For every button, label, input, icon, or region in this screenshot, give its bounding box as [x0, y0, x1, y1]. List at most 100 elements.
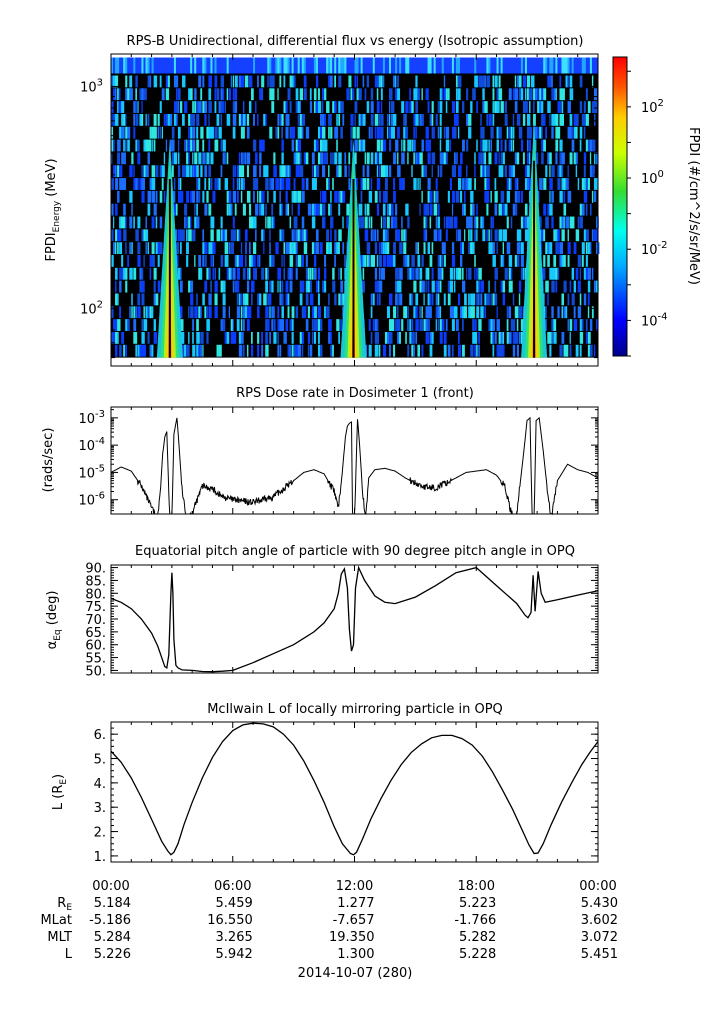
spectrogram-noise-cell — [356, 126, 360, 139]
spectrogram-noise-cell — [492, 242, 495, 255]
spectrogram-top-cell — [395, 57, 398, 74]
spectrogram-noise-cell — [524, 203, 528, 216]
pitch-angle-panel: Equatorial pitch angle of particle with … — [45, 544, 599, 679]
spectrogram-noise-cell — [117, 165, 120, 178]
spectrogram-noise-cell — [129, 165, 133, 178]
spectrogram-noise-cell — [565, 344, 569, 357]
spectrogram-noise-cell — [447, 88, 450, 101]
spectrogram-noise-cell — [111, 306, 114, 319]
spectrogram-noise-cell — [196, 190, 199, 203]
spectrogram-noise-cell — [476, 75, 478, 88]
spectrogram-noise-cell — [492, 88, 495, 101]
spectrogram-noise-cell — [415, 331, 418, 344]
spectrogram-noise-cell — [366, 178, 370, 190]
spectrogram-noise-cell — [419, 152, 423, 165]
spectrogram-noise-cell — [246, 280, 250, 293]
spectrogram-noise-cell — [573, 152, 577, 165]
spectrogram-noise-cell — [516, 344, 519, 357]
spectrogram-noise-cell — [206, 126, 210, 139]
y-tick-label: 102 — [80, 299, 103, 317]
spectrogram-noise-cell — [445, 319, 448, 331]
spectrogram-noise-cell — [490, 126, 494, 139]
spectrogram-noise-cell — [271, 319, 274, 331]
spectrogram-noise-cell — [210, 152, 214, 165]
spectrogram-noise-cell — [313, 319, 317, 331]
dose-rate-y-ticks: 10-610-510-410-3 — [78, 409, 598, 515]
spectrogram-noise-cell — [520, 88, 524, 101]
spectrogram-noise-cell — [196, 139, 199, 152]
spectrogram-noise-cell — [151, 178, 156, 190]
spectrogram-noise-cell — [472, 203, 475, 216]
spectrogram-noise-cell — [269, 293, 272, 306]
spectrogram-noise-cell — [411, 101, 414, 113]
spectrogram-top-cell — [202, 57, 205, 74]
spectrogram-noise-cell — [179, 229, 183, 242]
spectrogram-noise-cell — [567, 126, 571, 139]
spectrogram-noise-cell — [551, 267, 555, 280]
spectrogram-noise-cell — [263, 293, 267, 306]
spectrogram-noise-cell — [419, 203, 421, 216]
spectrogram-noise-cell — [269, 280, 272, 293]
spectrogram-noise-cell — [455, 113, 459, 126]
spectrogram-top-cell — [190, 57, 193, 74]
spectrogram-noise-cell — [577, 255, 582, 267]
spectrogram-top-cell — [305, 57, 309, 74]
spectrogram-noise-cell — [117, 139, 121, 152]
spectrogram-noise-cell — [498, 165, 502, 178]
spectrogram-noise-cell — [190, 229, 192, 242]
spectrogram-noise-cell — [222, 293, 226, 306]
spectrogram-noise-cell — [161, 88, 165, 101]
spectrogram-noise-cell — [583, 113, 588, 126]
spectrogram-noise-cell — [317, 319, 322, 331]
spectrogram-noise-cell — [462, 267, 464, 280]
spectrogram-noise-cell — [354, 101, 358, 113]
spectrogram-noise-cell — [248, 255, 252, 267]
spectrogram-noise-cell — [522, 75, 527, 88]
spectrogram-top-cell — [372, 57, 376, 74]
spectrogram-noise-cell — [388, 101, 391, 113]
spectrogram-noise-cell — [330, 216, 333, 229]
spectrogram-noise-cell — [338, 113, 341, 126]
spectrogram-noise-cell — [529, 101, 531, 113]
spectrogram-noise-cell — [153, 319, 156, 331]
spectrogram-noise-cell — [145, 139, 148, 152]
spectrogram-noise-cell — [492, 216, 495, 229]
spectrogram-noise-cell — [313, 88, 317, 101]
spectrogram-noise-cell — [563, 203, 567, 216]
spectrogram-top-cell — [287, 57, 291, 74]
ephemeris-value: 5.184 — [94, 896, 131, 911]
spectrogram-noise-cell — [462, 139, 465, 152]
spectrogram-noise-cell — [145, 306, 149, 319]
spectrogram-noise-cell — [171, 126, 175, 139]
mcilwain-l-y-ticks: 1.2.3.4.5.6. — [94, 721, 598, 865]
spectrogram-noise-cell — [464, 178, 467, 190]
spectrogram-noise-cell — [561, 178, 564, 190]
spectrogram-noise-cell — [401, 216, 403, 229]
spectrogram-top-cell — [224, 57, 228, 74]
spectrogram-noise-cell — [240, 126, 244, 139]
spectrogram-noise-cell — [228, 267, 231, 280]
spectrogram-noise-cell — [510, 165, 515, 178]
spectrogram-noise-cell — [246, 165, 249, 178]
spectrogram-noise-cell — [455, 101, 459, 113]
spectrogram-noise-cell — [115, 319, 117, 331]
spectrogram-noise-cell — [145, 242, 147, 255]
spectrogram-noise-cell — [238, 178, 241, 190]
spectrogram-noise-cell — [261, 75, 265, 88]
spectrogram-noise-cell — [494, 203, 498, 216]
spectrogram-noise-cell — [559, 75, 562, 88]
spectrogram-top-cell — [206, 57, 209, 74]
spectrogram-noise-cell — [271, 178, 275, 190]
spectrogram-noise-cell — [470, 101, 473, 113]
spectrogram-noise-cell — [147, 113, 150, 126]
spectrogram-noise-cell — [376, 293, 379, 306]
spectrogram-noise-cell — [476, 280, 480, 293]
spectrogram-noise-cell — [301, 229, 305, 242]
spectrogram-noise-cell — [257, 190, 259, 203]
spectrogram-noise-cell — [297, 344, 301, 357]
spectrogram-noise-cell — [210, 229, 214, 242]
spectrogram-noise-cell — [285, 242, 289, 255]
spectrogram-noise-cell — [244, 255, 247, 267]
spectrogram-top-cell — [238, 57, 242, 74]
spectrogram-noise-cell — [224, 255, 229, 267]
